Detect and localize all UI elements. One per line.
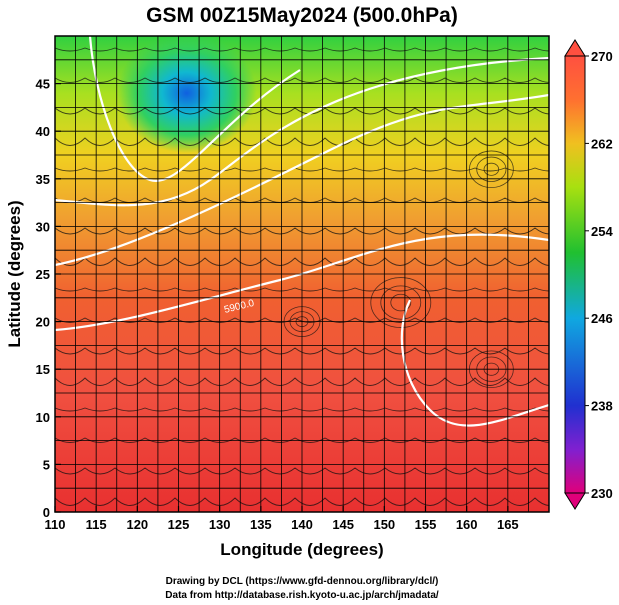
y-tick-label: 5 [43, 457, 50, 472]
y-tick-label: 45 [36, 77, 50, 92]
credit-line-1: Drawing by DCL (https://www.gfd-dennou.o… [166, 576, 439, 587]
streamline [55, 137, 549, 146]
height-contours: 5900.0 [55, 36, 549, 427]
colorbar-scale [564, 55, 586, 494]
x-tick-label: 145 [332, 517, 354, 532]
colorbar-ticks: 230 238 246 254 262 270 [585, 49, 613, 501]
streamline [55, 347, 549, 355]
height-contour [400, 299, 549, 427]
x-tick-label: 155 [415, 517, 437, 532]
x-axis-ticks: 110 115 120 125 130 135 140 145 150 155 160 165 [45, 506, 519, 532]
x-tick-label: 110 [45, 517, 66, 532]
height-contour [55, 56, 549, 207]
x-tick-label: 125 [168, 517, 190, 532]
chart-title: GSM 00Z15May2024 (500.0hPa) [146, 4, 458, 27]
eddy-streamline [390, 293, 412, 312]
height-contour [88, 36, 301, 183]
streamline [55, 257, 549, 266]
colorbar-tick-label: 238 [591, 399, 613, 414]
y-axis-ticks: 0 5 10 15 20 25 30 35 40 45 [36, 77, 61, 520]
x-tick-label: 160 [456, 517, 478, 532]
colorbar-max-arrow [564, 39, 586, 57]
eddy-streamline [476, 156, 507, 182]
colorbar-min-arrow [564, 492, 586, 510]
colorbar-tick-label: 246 [591, 311, 613, 326]
grid-lines [55, 36, 549, 512]
eddy-streamline [370, 277, 432, 328]
streamline [55, 167, 549, 172]
x-tick-label: 135 [250, 517, 272, 532]
x-tick-label: 115 [86, 517, 107, 532]
height-contour [55, 93, 549, 267]
colorbar-tick-label: 262 [591, 136, 613, 151]
colorbar-tick-label: 230 [591, 486, 613, 501]
streamline [55, 377, 549, 386]
y-tick-label: 40 [36, 124, 50, 139]
y-tick-label: 30 [36, 219, 50, 234]
streamline [55, 77, 549, 83]
streamline [55, 407, 549, 412]
colorbar: 230 238 246 254 262 270 [564, 39, 613, 510]
eddy-streamline [380, 285, 422, 320]
colorbar-tick-label: 254 [591, 224, 613, 239]
eddy-streamline [468, 150, 514, 189]
y-tick-label: 20 [36, 315, 50, 330]
y-tick-label: 0 [43, 505, 50, 520]
plot-area: 5900.0 [55, 36, 549, 512]
x-tick-label: 120 [126, 517, 148, 532]
y-tick-label: 35 [36, 172, 50, 187]
streamline [55, 47, 549, 52]
x-tick-label: 150 [373, 517, 395, 532]
streamline [55, 467, 549, 475]
x-tick-label: 165 [497, 517, 519, 532]
height-contour [55, 233, 549, 332]
x-axis-label: Longitude (degrees) [220, 540, 383, 559]
cold-trough-region [116, 36, 257, 154]
eddy-streamline [483, 162, 500, 176]
streamline [55, 317, 549, 323]
streamline [55, 437, 549, 443]
y-tick-label: 15 [36, 362, 50, 377]
y-tick-label: 10 [36, 410, 50, 425]
y-tick-label: 25 [36, 267, 50, 282]
streamline [55, 287, 549, 292]
x-tick-label: 140 [291, 517, 313, 532]
credit-line-2: Data from http://database.rish.kyoto-u.a… [165, 590, 439, 601]
x-tick-label: 130 [209, 517, 231, 532]
streamline [55, 497, 549, 506]
colorbar-tick-label: 270 [591, 49, 613, 64]
streamline [55, 227, 549, 235]
y-axis-label: Latitude (degrees) [5, 200, 24, 347]
